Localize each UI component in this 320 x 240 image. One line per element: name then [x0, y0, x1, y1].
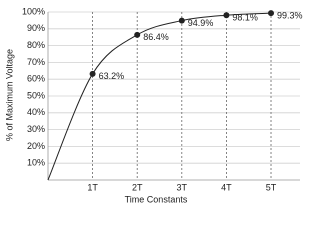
value-label: 63.2% — [99, 71, 125, 81]
y-tick-label: 10% — [27, 158, 45, 168]
y-tick-label: 40% — [27, 107, 45, 117]
point — [223, 12, 230, 19]
x-tick-label: 4T — [221, 182, 232, 192]
point — [89, 70, 96, 77]
chart: Time Constants % of Maximum Voltage 10% 2… — [4, 6, 303, 204]
y-tick-label: 90% — [27, 23, 45, 33]
y-tick-label: 50% — [27, 90, 45, 100]
point — [268, 10, 275, 17]
y-tick-label: 20% — [27, 141, 45, 151]
y-tick-label: 30% — [27, 124, 45, 134]
y-tick-label: 60% — [27, 74, 45, 84]
x-tick-label: 5T — [266, 182, 277, 192]
y-tick-label: 100% — [22, 6, 45, 16]
point — [178, 17, 185, 24]
value-label: 99.3% — [277, 11, 303, 21]
y-axis-label: % of Maximum Voltage — [4, 49, 14, 141]
value-label: 98.1% — [232, 13, 258, 23]
x-axis-label: Time Constants — [125, 194, 188, 204]
y-tick-label: 80% — [27, 40, 45, 50]
point — [134, 31, 141, 38]
y-tick-label: 70% — [27, 57, 45, 67]
x-tick-label: 2T — [132, 182, 143, 192]
value-label: 86.4% — [143, 32, 169, 42]
value-label: 94.9% — [188, 18, 214, 28]
x-tick-label: 3T — [177, 182, 188, 192]
x-tick-label: 1T — [87, 182, 98, 192]
